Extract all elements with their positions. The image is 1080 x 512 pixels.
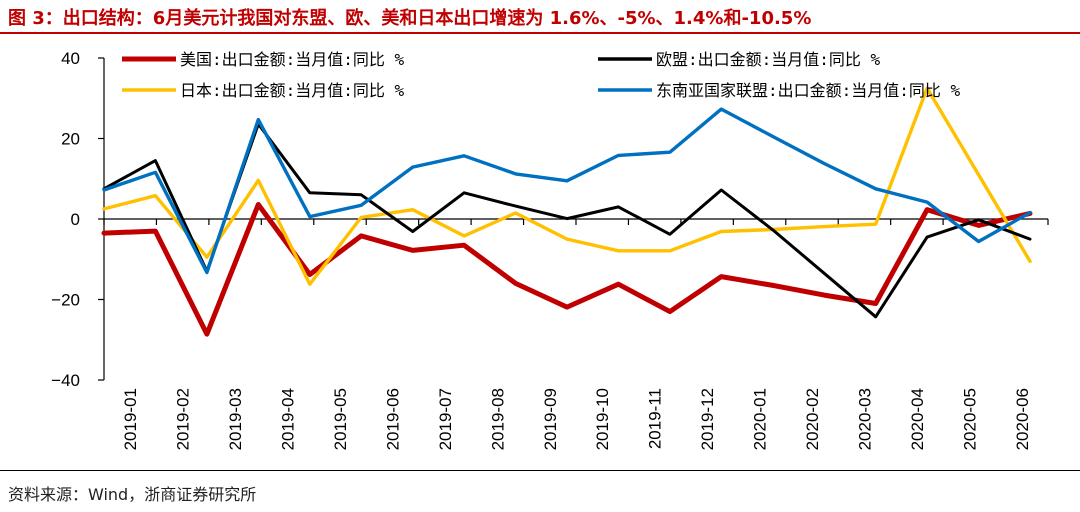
x-tick-label: 2020-04 — [908, 388, 927, 450]
x-tick-label: 2019-09 — [541, 388, 560, 450]
figure-title: 图 3：出口结构：6月美元计我国对东盟、欧、美和日本出口增速为 1.6%、-5%… — [0, 0, 1080, 34]
x-tick-label: 2020-03 — [855, 388, 874, 450]
chart-legend: 美国:出口金额:当月值:同比 % 欧盟:出口金额:当月值:同比 % 日本:出口金额:… — [122, 50, 961, 100]
x-tick-label: 2019-04 — [279, 388, 298, 450]
y-tick-label: 40 — [61, 49, 80, 68]
y-tick-label: −20 — [51, 291, 80, 310]
legend-label-3: 日本:出口金额:当月值:同比 % — [180, 81, 405, 100]
x-tick-label: 2019-01 — [121, 388, 140, 450]
line-chart: −40 −20 0 20 40 2019-01 2019-02 2019-03 2019-04 2… — [51, 49, 1049, 450]
x-tick-label: 2020-05 — [960, 388, 979, 450]
x-tick-label: 2019-05 — [331, 388, 350, 450]
x-tick-label: 2020-06 — [1013, 388, 1032, 450]
x-tick-label: 2019-07 — [436, 388, 455, 450]
x-tick-label: 2020-02 — [803, 388, 822, 450]
source-note: 资料来源：Wind，浙商证券研究所 — [0, 470, 1080, 505]
x-tick-label: 2019-08 — [488, 388, 507, 450]
legend-label-2: 欧盟:出口金额:当月值:同比 % — [656, 50, 881, 69]
x-tick-label: 2019-03 — [226, 388, 245, 450]
y-tick-label: −40 — [51, 371, 80, 390]
y-tick-label: 20 — [61, 130, 80, 149]
x-tick-label: 2019-06 — [383, 388, 402, 450]
legend-label-1: 美国:出口金额:当月值:同比 % — [180, 50, 405, 69]
chart-axes: −40 −20 0 20 40 2019-01 2019-02 2019-03 2019-04 2… — [51, 49, 1049, 450]
legend-label-4: 东南亚国家联盟:出口金额:当月值:同比 % — [656, 81, 961, 100]
x-tick-label: 2019-02 — [174, 388, 193, 450]
series-line-1 — [101, 202, 1033, 337]
x-tick-label: 2019-11 — [646, 388, 665, 449]
y-tick-label: 0 — [71, 210, 80, 229]
x-tick-label: 2019-12 — [698, 388, 717, 450]
x-tick-label: 2020-01 — [751, 388, 770, 450]
x-tick-label: 2019-10 — [593, 388, 612, 450]
chart-series — [101, 86, 1033, 337]
series-line-3 — [102, 86, 1032, 286]
series-line-4 — [102, 107, 1032, 275]
